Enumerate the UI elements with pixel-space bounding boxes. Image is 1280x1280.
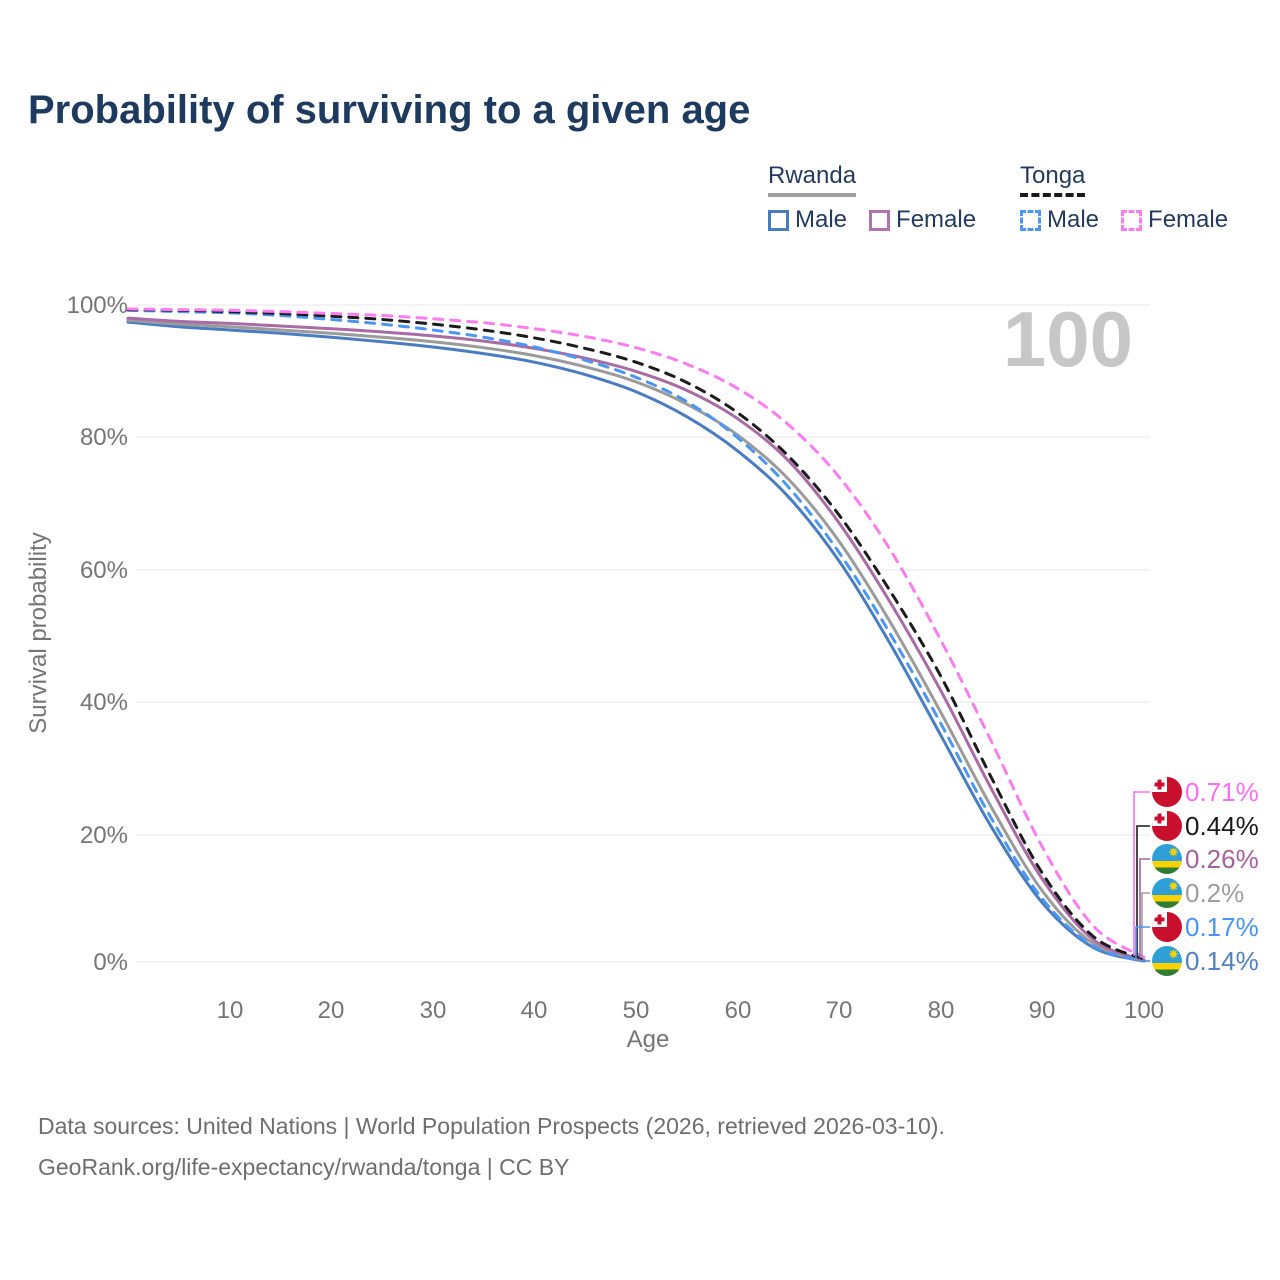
legend-label: Female <box>896 206 977 233</box>
attribution-line: GeoRank.org/life-expectancy/rwanda/tonga… <box>38 1154 570 1180</box>
gridlines <box>136 304 1150 963</box>
connector <box>1136 825 1150 957</box>
x-tick: 50 <box>623 997 650 1024</box>
series-line-rwanda-male <box>126 320 1146 963</box>
legend-label: Male <box>795 206 848 233</box>
connector <box>1135 926 1150 959</box>
end-value-tonga-female: 0.71% <box>1185 777 1259 807</box>
x-axis-title: Age <box>627 1026 670 1053</box>
x-axis-ticks: 10 20 30 40 50 60 70 80 90 100 <box>217 997 1164 1024</box>
series-line-rwanda-female <box>126 316 1146 962</box>
legend-item-rwanda-male[interactable]: Male <box>768 206 847 234</box>
legend-label: Female <box>1148 206 1229 233</box>
legend-label: Male <box>1047 206 1100 233</box>
tonga-male-swatch-icon <box>1020 209 1041 231</box>
y-tick: 0% <box>93 949 128 976</box>
rwanda-female-swatch-icon <box>869 209 891 231</box>
series-line-rwanda-both-sexes <box>126 318 1146 963</box>
rwanda-flag-icon <box>1152 878 1182 908</box>
x-tick: 90 <box>1029 997 1056 1024</box>
legend-country-rwanda[interactable]: Rwanda <box>768 162 857 197</box>
legend-group-tonga: Tonga Male Female <box>1020 162 1228 234</box>
y-axis-title: Survival probability <box>25 532 52 733</box>
x-tick: 80 <box>928 997 955 1024</box>
y-tick: 100% <box>67 292 128 319</box>
series-line-tonga-female <box>126 307 1146 959</box>
legend-item-rwanda-female[interactable]: Female <box>869 206 976 234</box>
end-value-rwanda-both: 0.2% <box>1185 878 1244 908</box>
chart-title: Probability of surviving to a given age <box>28 88 751 132</box>
end-label-connectors <box>1133 791 1150 962</box>
data-sources-line: Data sources: United Nations | World Pop… <box>38 1113 945 1139</box>
y-tick: 20% <box>80 822 128 849</box>
end-labels: 0.71% 0.44% 0.26% 0.2% 0.17% 0.14% <box>1152 777 1259 976</box>
x-tick: 10 <box>217 997 244 1024</box>
y-tick: 60% <box>80 557 128 584</box>
x-tick: 70 <box>826 997 853 1024</box>
x-tick: 40 <box>521 997 548 1024</box>
x-tick: 20 <box>318 997 345 1024</box>
tonga-flag-icon <box>1152 912 1182 942</box>
y-tick: 80% <box>80 424 128 451</box>
x-tick: 100 <box>1124 997 1164 1024</box>
age-ticker-watermark: 100 <box>1003 295 1133 383</box>
legend-group-rwanda: Rwanda Male Female <box>768 162 976 234</box>
x-tick: 30 <box>420 997 447 1024</box>
footer: Data sources: United Nations | World Pop… <box>38 1106 945 1188</box>
connector <box>1143 959 1150 962</box>
y-tick: 40% <box>80 689 128 716</box>
connector <box>1133 791 1150 956</box>
end-value-tonga-both: 0.44% <box>1185 811 1259 841</box>
legend-item-tonga-male[interactable]: Male <box>1020 206 1099 234</box>
end-value-rwanda-female: 0.26% <box>1185 844 1259 874</box>
tonga-flag-icon <box>1152 811 1182 841</box>
rwanda-flag-icon <box>1152 844 1182 874</box>
connector <box>1141 892 1150 958</box>
series-line-tonga-both-sexes <box>126 308 1146 961</box>
end-value-rwanda-male: 0.14% <box>1185 946 1259 976</box>
y-axis-ticks: 100% 80% 60% 40% 20% 0% <box>67 292 128 976</box>
connector <box>1139 858 1150 958</box>
x-tick: 60 <box>725 997 752 1024</box>
legend-country-tonga[interactable]: Tonga <box>1020 162 1086 197</box>
series-line-tonga-male <box>126 308 1146 963</box>
end-value-tonga-male: 0.17% <box>1185 912 1259 942</box>
tonga-female-swatch-icon <box>1121 209 1143 231</box>
rwanda-flag-icon <box>1152 946 1182 976</box>
legend-item-tonga-female[interactable]: Female <box>1121 206 1228 234</box>
rwanda-male-swatch-icon <box>768 209 789 231</box>
tonga-flag-icon <box>1152 777 1182 807</box>
series-curves <box>126 307 1146 963</box>
